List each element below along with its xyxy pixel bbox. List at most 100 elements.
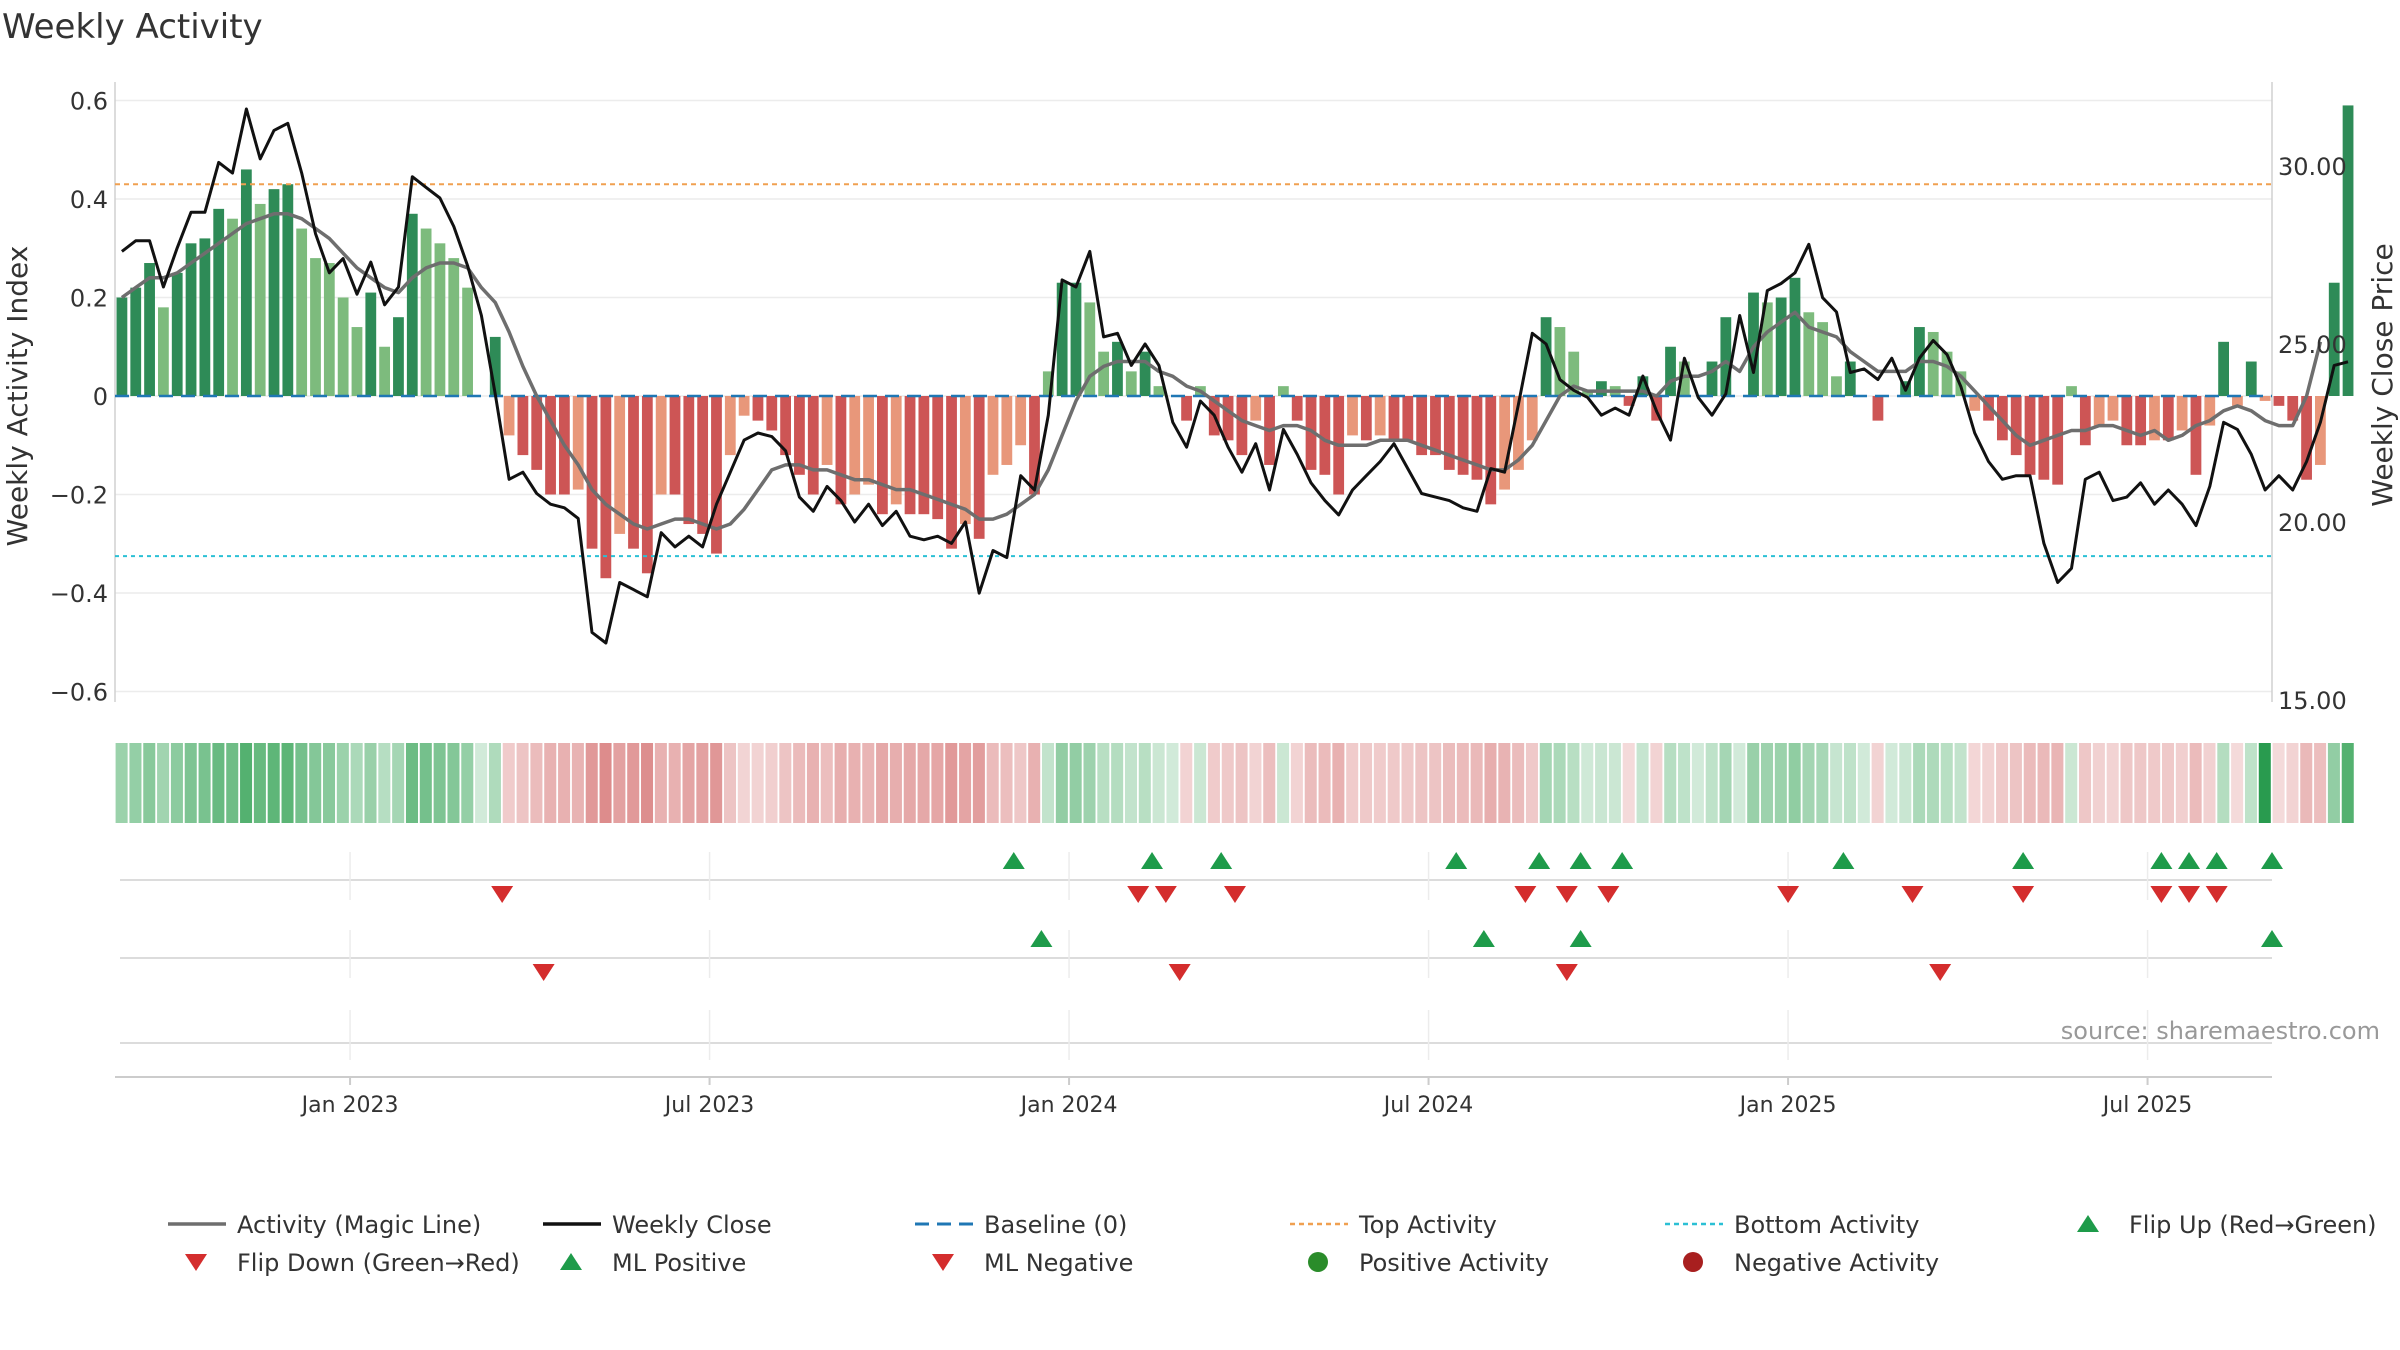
legend-label: Flip Up (Red→Green) [2129, 1211, 2377, 1239]
activity-bar [2093, 396, 2105, 426]
strip-cell [2300, 743, 2313, 823]
strip-cell [1885, 743, 1898, 823]
strip-cell [1346, 743, 1359, 823]
activity-bar [2162, 396, 2174, 441]
activity-bar [669, 396, 681, 495]
flip-down-marker [1514, 886, 1537, 903]
activity-bar [641, 396, 653, 574]
strip-cell [599, 743, 612, 823]
activity-bar [655, 396, 667, 495]
x-tick-label: Jan 2024 [1019, 1093, 1118, 1118]
legend-label: Positive Activity [1359, 1249, 1549, 1277]
legend-swatch [2077, 1215, 2099, 1232]
activity-bar [351, 327, 363, 396]
y-axis-left: 0.6 0.4 0.2 0 −0.2 −0.4 −0.6 [50, 88, 108, 707]
strip-cell [1221, 743, 1234, 823]
flip-up-marker [2261, 852, 2283, 869]
strip-cell [613, 743, 626, 823]
strip-cell [2134, 743, 2147, 823]
strip-cell [1014, 743, 1027, 823]
strip-cell [1360, 743, 1373, 823]
activity-bar [1775, 297, 1787, 396]
activity-bar [1443, 396, 1455, 470]
y-axis-right: 30.00 25.00 20.00 15.00 [2278, 153, 2347, 715]
strip-cell [2161, 743, 2175, 823]
strip-cell [1913, 743, 1926, 823]
activity-bar [2232, 396, 2243, 406]
y-tick-label: 0 [93, 383, 108, 411]
strip-cell [2092, 743, 2105, 823]
activity-bar [932, 396, 944, 520]
activity-bar [1070, 282, 1082, 396]
strip-cell [1124, 743, 1137, 823]
y-axis-label: Weekly Activity Index [1, 246, 34, 547]
activity-bar [2010, 396, 2022, 456]
activity-bar [835, 396, 847, 505]
strip-cell [502, 743, 515, 823]
activity-bar [254, 203, 266, 396]
activity-bar [310, 258, 321, 396]
x-axis: Jan 2023 Jul 2023 Jan 2024 Jul 2024 Jan 2025… [115, 1076, 2272, 1118]
flip-down-marker [491, 886, 514, 903]
ml-negative-marker [1555, 964, 1578, 981]
activity-bar [1001, 396, 1013, 465]
strip-cell [226, 743, 239, 823]
strip-cell [2175, 743, 2188, 823]
strip-cell [986, 743, 999, 823]
activity-bar [1236, 396, 1248, 456]
strip-cell [1290, 743, 1303, 823]
x-tick-label: Jul 2024 [1382, 1093, 1474, 1118]
strip-cell [820, 743, 833, 823]
strip-cell [779, 743, 792, 823]
y-tick-label: −0.6 [50, 679, 108, 707]
activity-bar [1844, 361, 1856, 396]
activity-bar [2121, 396, 2133, 446]
legend-swatch [1683, 1252, 1703, 1272]
strip-cell [2079, 743, 2092, 823]
activity-bar [780, 396, 791, 456]
strip-cell [1719, 743, 1732, 823]
strip-cell [571, 743, 584, 823]
activity-bar [1305, 396, 1317, 470]
strip-cell [115, 743, 128, 823]
strip-cell [931, 743, 944, 823]
activity-bar [1720, 317, 1732, 396]
strip-cell [1042, 743, 1055, 823]
activity-bar [489, 336, 501, 396]
strip-cell [1968, 743, 1981, 823]
activity-bar [1125, 371, 1137, 396]
strip-cell [170, 743, 183, 823]
strip-cell [1055, 743, 1068, 823]
strip-cell [1083, 743, 1096, 823]
strip-cell [1304, 743, 1317, 823]
legend-label: Baseline (0) [984, 1211, 1127, 1239]
strip-cell [1636, 743, 1649, 823]
activity-bar [130, 287, 142, 396]
ml-positive-marker [2261, 930, 2283, 947]
strip-cell [862, 743, 875, 823]
activity-bar [1402, 396, 1414, 441]
activity-bar [2204, 396, 2216, 426]
activity-bar [766, 396, 778, 431]
strip-cell [2217, 743, 2230, 823]
activity-bar [2079, 396, 2091, 446]
flip-up-marker [1002, 852, 1025, 869]
strip-cell [1525, 743, 1538, 823]
activity-bar [1416, 396, 1428, 456]
strip-cell [1152, 743, 1165, 823]
activity-bar [420, 228, 432, 396]
strip-cell [1774, 743, 1787, 823]
activity-bar [1098, 351, 1110, 396]
ml-positive-marker [1030, 930, 1053, 947]
strip-cell [336, 743, 349, 823]
strip-cell [1456, 743, 1469, 823]
strip-cell [1747, 743, 1760, 823]
strip-cell [2106, 743, 2119, 823]
activity-bar [1181, 396, 1192, 421]
flip-down-marker [1777, 886, 1800, 903]
strip-cell [917, 743, 930, 823]
activity-bar [2190, 396, 2202, 475]
legend: Activity (Magic Line) Weekly Close Baselin… [168, 1211, 2377, 1277]
flip-down-marker [1223, 886, 1246, 903]
strip-cell [1028, 743, 1041, 823]
